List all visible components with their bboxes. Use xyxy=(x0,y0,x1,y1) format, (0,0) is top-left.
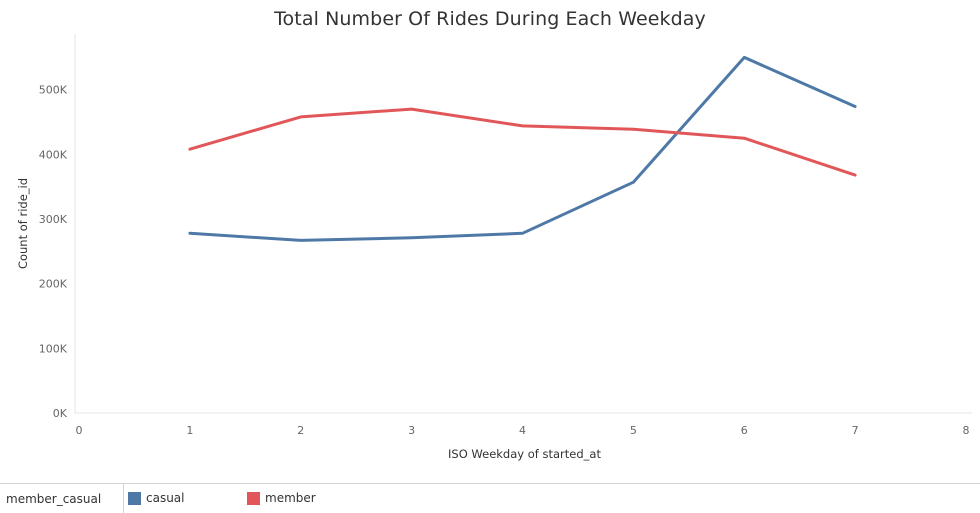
y-tick-label: 500K xyxy=(39,84,68,97)
x-tick-label: 5 xyxy=(630,424,637,437)
x-tick-label: 1 xyxy=(186,424,193,437)
series-line-casual xyxy=(188,55,857,242)
y-axis-title: Count of ride_id xyxy=(16,178,30,269)
x-tick-label: 8 xyxy=(963,424,970,437)
legend: member_casual casual member xyxy=(0,483,980,513)
y-tick-label: 300K xyxy=(39,213,68,226)
plot-area: 0K 100K 200K 300K 400K 500K 0 1 2 3 4 5 6 7 8 ISO Weekd… xyxy=(16,34,972,461)
legend-label-member: member xyxy=(265,491,316,505)
legend-label-casual: casual xyxy=(146,491,185,505)
chart-plot: 0K 100K 200K 300K 400K 500K 0 1 2 3 4 5 6 7 8 ISO Weekd… xyxy=(16,34,972,461)
x-tick-label: 4 xyxy=(519,424,526,437)
y-tick-label: 400K xyxy=(39,148,68,161)
x-tick-label: 3 xyxy=(408,424,415,437)
y-tick-label: 200K xyxy=(39,278,68,291)
legend-swatch-member xyxy=(247,491,260,505)
x-tick-label: 0 xyxy=(76,424,83,437)
y-tick-label: 100K xyxy=(39,342,68,355)
series-line-member xyxy=(188,107,857,177)
legend-swatch-casual xyxy=(128,491,141,505)
legend-item-casual[interactable]: casual xyxy=(128,490,185,506)
legend-item-member[interactable]: member xyxy=(247,490,316,506)
x-tick-label: 2 xyxy=(297,424,304,437)
y-tick-label: 0K xyxy=(53,407,68,420)
chart-title: Total Number Of Rides During Each Weekda… xyxy=(274,8,706,30)
x-tick-label: 7 xyxy=(852,424,859,437)
x-tick-label: 6 xyxy=(741,424,748,437)
legend-field-label: member_casual xyxy=(0,484,124,513)
x-axis-title: ISO Weekday of started_at xyxy=(448,447,601,461)
